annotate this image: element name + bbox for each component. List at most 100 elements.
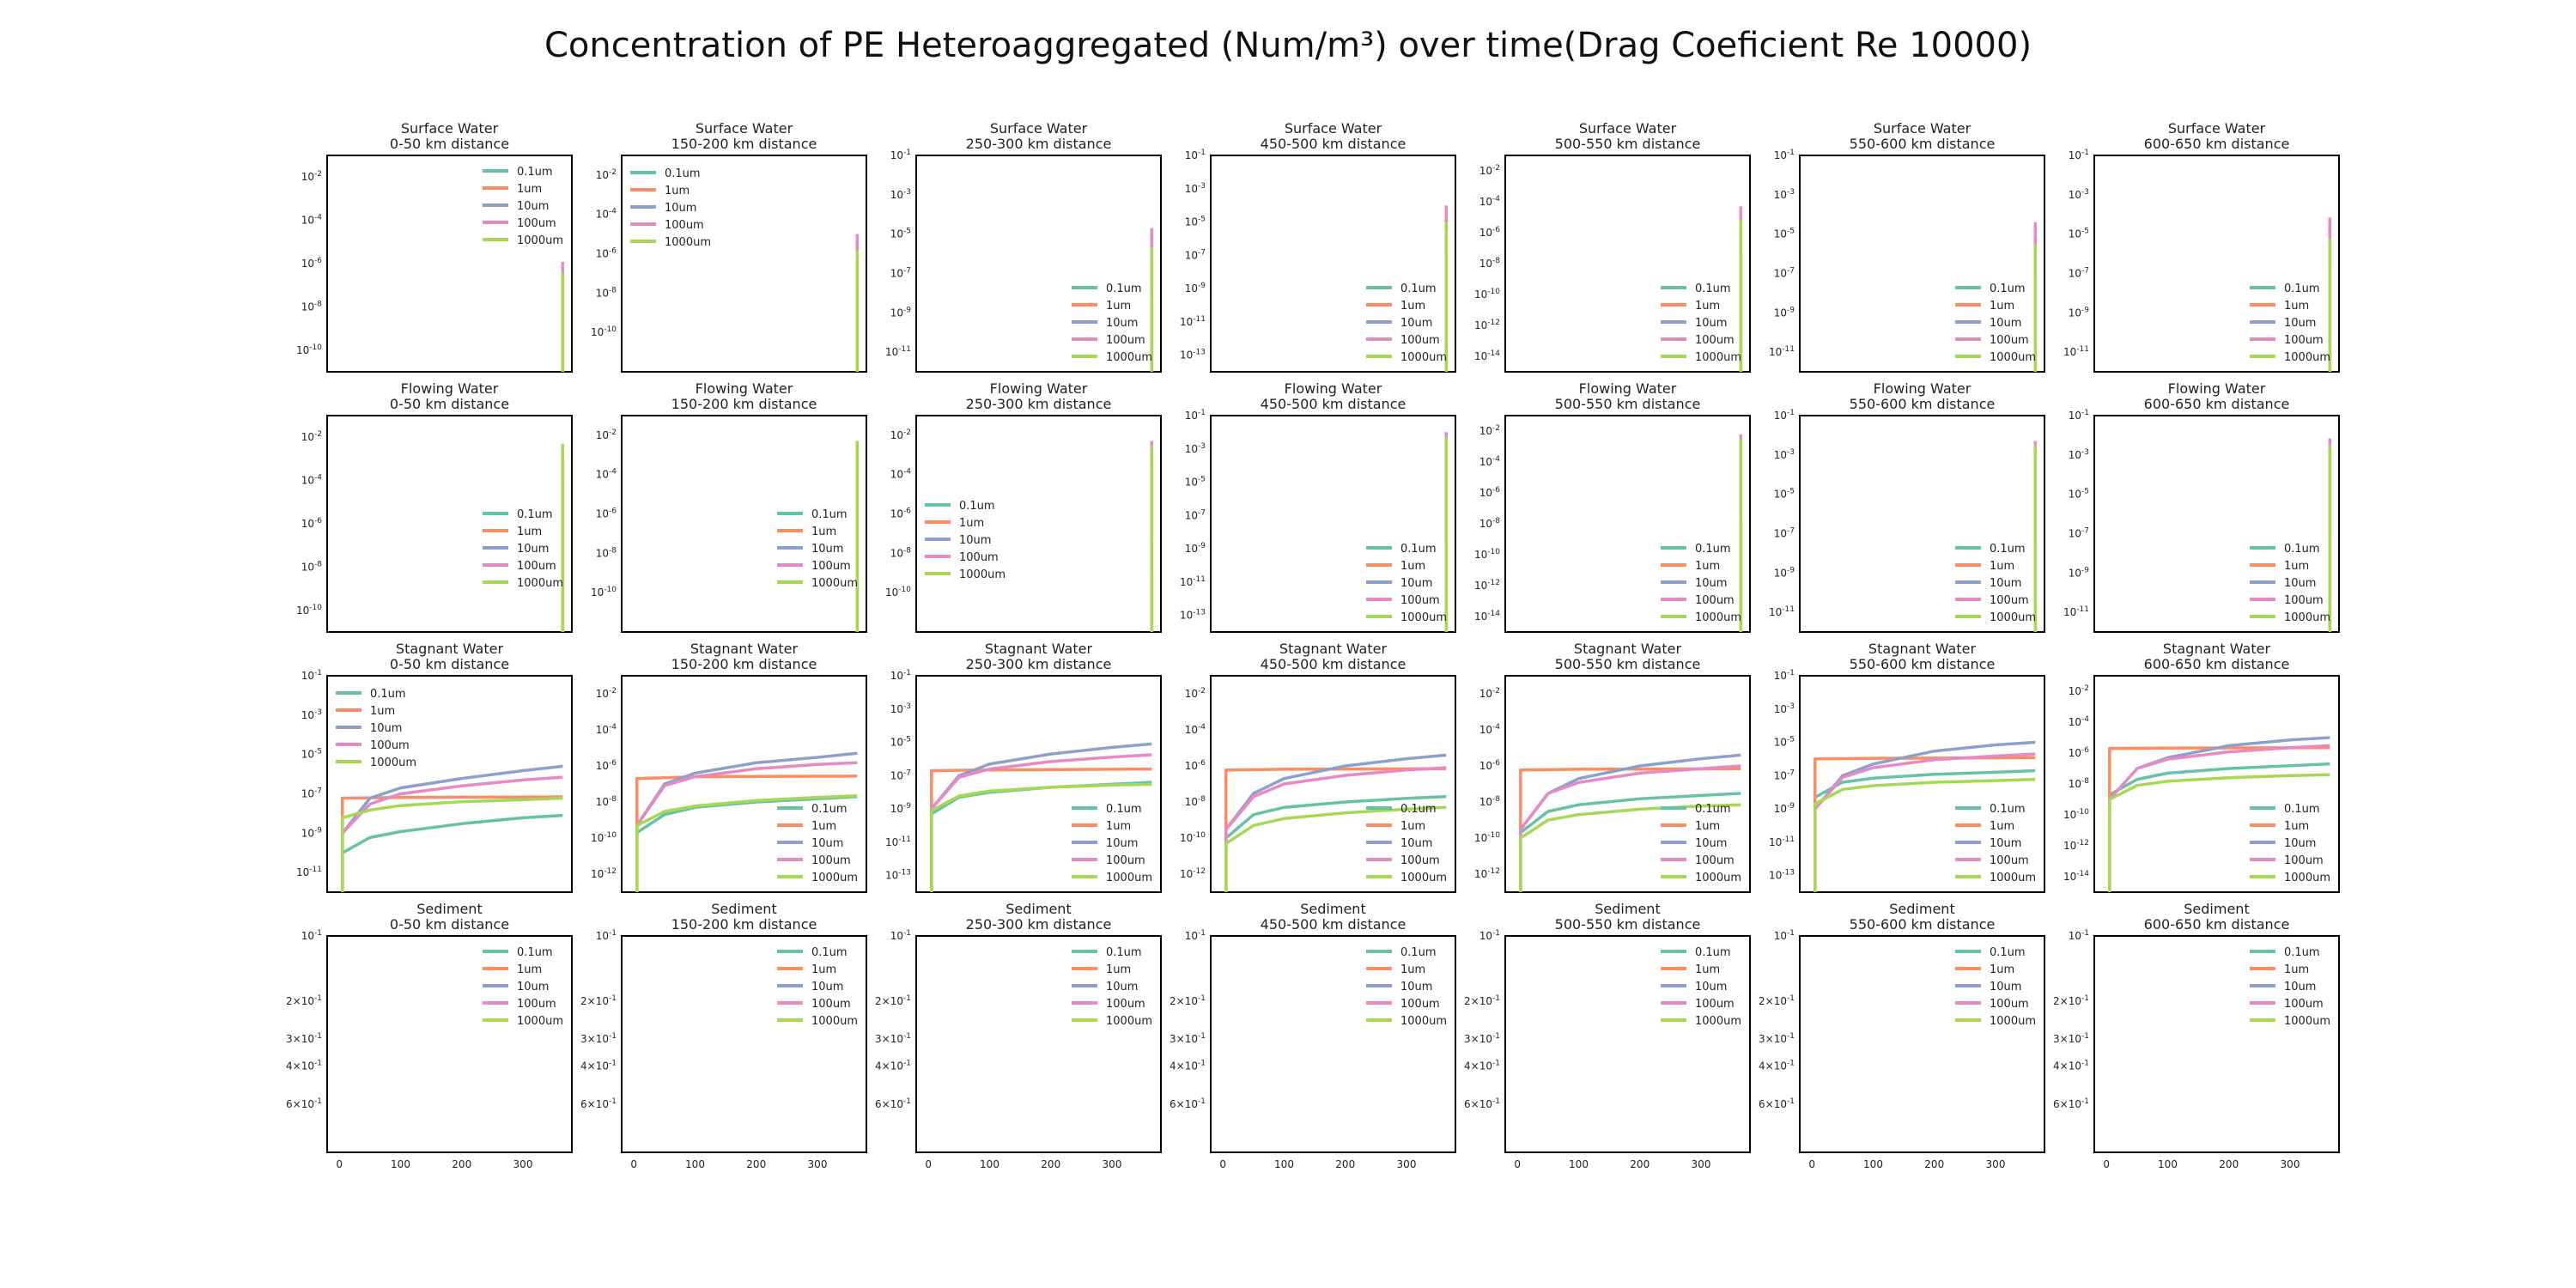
y-tick-label: 3×10-1 bbox=[1170, 1032, 1206, 1045]
y-tick-label: 10-4 bbox=[1479, 195, 1501, 208]
y-tick-label: 10-13 bbox=[1180, 349, 1206, 361]
y-tick-label: 10-3 bbox=[890, 188, 911, 201]
series-line-1um bbox=[341, 795, 563, 892]
panel-title: 0-50 km distance bbox=[390, 136, 509, 152]
legend-label: 10um bbox=[1400, 577, 1432, 590]
y-tick-label: 10-12 bbox=[2063, 839, 2089, 852]
y-tick-label: 10-9 bbox=[1185, 282, 1206, 295]
y-tick-label: 4×10-1 bbox=[286, 1060, 322, 1072]
y-tick-label: 10-6 bbox=[301, 257, 323, 270]
y-tick-label: 10-5 bbox=[2069, 488, 2089, 501]
panel-title: 450-500 km distance bbox=[1261, 396, 1406, 412]
legend: 0.1um 1um 10um 100um 1000um bbox=[1072, 946, 1152, 1028]
y-tick-label: 10-1 bbox=[2069, 149, 2089, 161]
y-tick-label: 10-6 bbox=[1185, 759, 1206, 772]
series-line-1000um bbox=[635, 794, 858, 892]
panel-title: Stagnant Water bbox=[2163, 641, 2271, 657]
legend-label: 0.1um bbox=[665, 167, 701, 180]
legend-label: 1um bbox=[1400, 820, 1425, 833]
y-tick-label: 10-5 bbox=[1185, 216, 1206, 228]
legend-label: 100um bbox=[1400, 334, 1440, 347]
y-tick-label: 10-9 bbox=[2069, 306, 2090, 319]
legend-label: 1um bbox=[1695, 820, 1720, 833]
x-tick-label: 200 bbox=[452, 1158, 471, 1170]
x-tick-label: 100 bbox=[1863, 1158, 1883, 1170]
y-tick-label: 10-1 bbox=[1185, 409, 1206, 422]
legend-label: 0.1um bbox=[1400, 803, 1437, 816]
panel-title: Surface Water bbox=[1285, 120, 1382, 137]
legend-label: 10um bbox=[1990, 981, 2021, 993]
panel-title: 450-500 km distance bbox=[1261, 656, 1406, 672]
y-tick-label: 10-10 bbox=[1474, 548, 1500, 561]
axes-frame bbox=[1504, 415, 1751, 633]
x-tick-label: 300 bbox=[1692, 1158, 1711, 1170]
legend-label: 10um bbox=[1695, 577, 1727, 590]
panel-title: 250-300 km distance bbox=[966, 396, 1112, 412]
legend-label: 0.1um bbox=[2284, 283, 2320, 295]
panel-title: Stagnant Water bbox=[1574, 641, 1682, 657]
y-tick-label: 10-1 bbox=[596, 929, 617, 942]
y-tick-label: 10-3 bbox=[1774, 448, 1795, 461]
y-tick-label: 10-7 bbox=[2069, 266, 2089, 279]
y-tick-label: 10-7 bbox=[2069, 526, 2089, 539]
x-tick-label: 300 bbox=[513, 1158, 533, 1170]
y-tick-label: 10-2 bbox=[2069, 684, 2089, 697]
y-tick-label: 10-6 bbox=[1479, 226, 1501, 239]
axes-frame bbox=[2093, 935, 2340, 1153]
x-tick-label: 0 bbox=[1808, 1158, 1815, 1170]
panel-title: 0-50 km distance bbox=[390, 396, 509, 412]
legend-label: 100um bbox=[811, 998, 851, 1011]
x-tick-label: 200 bbox=[1924, 1158, 1944, 1170]
legend-label: 100um bbox=[2284, 594, 2324, 607]
legend-label: 1um bbox=[811, 526, 836, 538]
panel-title: Flowing Water bbox=[401, 380, 499, 397]
y-tick-label: 10-4 bbox=[1185, 723, 1206, 736]
legend-label: 100um bbox=[1990, 594, 2029, 607]
legend-label: 0.1um bbox=[811, 508, 848, 521]
x-tick-label: 100 bbox=[685, 1158, 705, 1170]
y-tick-label: 10-11 bbox=[1769, 605, 1795, 618]
panel-title: Sediment bbox=[1005, 901, 1071, 917]
legend-label: 100um bbox=[370, 739, 410, 752]
panel-title: 250-300 km distance bbox=[966, 656, 1112, 672]
legend-label: 1000um bbox=[1106, 872, 1152, 884]
legend-label: 1000um bbox=[665, 236, 711, 249]
legend-label: 10um bbox=[811, 981, 843, 993]
x-tick-label: 100 bbox=[1569, 1158, 1589, 1170]
panel-title: Flowing Water bbox=[990, 380, 1088, 397]
legend-label: 1000um bbox=[1990, 1015, 2036, 1028]
y-tick-label: 10-6 bbox=[2069, 746, 2090, 759]
legend-label: 10um bbox=[1695, 317, 1727, 330]
figure-title: Concentration of PE Heteroaggregated (Nu… bbox=[544, 26, 2032, 65]
panel-title: 550-600 km distance bbox=[1850, 656, 1996, 672]
legend-label: 100um bbox=[2284, 854, 2324, 867]
series-line-1000um bbox=[1814, 777, 2036, 892]
y-tick-label: 2×10-1 bbox=[286, 994, 322, 1007]
legend: 0.1um 1um 10um 100um 1000um bbox=[1072, 803, 1152, 884]
y-tick-label: 10-12 bbox=[1474, 319, 1500, 331]
axes-frame bbox=[621, 415, 867, 633]
y-tick-label: 10-3 bbox=[1774, 702, 1795, 715]
y-tick-label: 10-14 bbox=[1474, 610, 1500, 623]
y-tick-label: 3×10-1 bbox=[1759, 1032, 1795, 1045]
y-tick-label: 10-11 bbox=[296, 866, 322, 878]
panel-title: Stagnant Water bbox=[1279, 641, 1388, 657]
x-tick-label: 0 bbox=[1219, 1158, 1226, 1170]
legend-label: 1000um bbox=[1400, 611, 1447, 624]
y-tick-label: 10-6 bbox=[596, 759, 617, 772]
axes-frame bbox=[326, 675, 573, 893]
legend-label: 1um bbox=[1695, 963, 1720, 976]
y-tick-label: 10-9 bbox=[890, 802, 912, 815]
legend-label: 10um bbox=[1695, 837, 1727, 850]
x-tick-label: 0 bbox=[1514, 1158, 1521, 1170]
legend-label: 10um bbox=[517, 200, 549, 213]
legend-label: 0.1um bbox=[517, 508, 553, 521]
y-tick-label: 6×10-1 bbox=[2053, 1097, 2089, 1110]
y-tick-label: 10-5 bbox=[1185, 476, 1206, 489]
